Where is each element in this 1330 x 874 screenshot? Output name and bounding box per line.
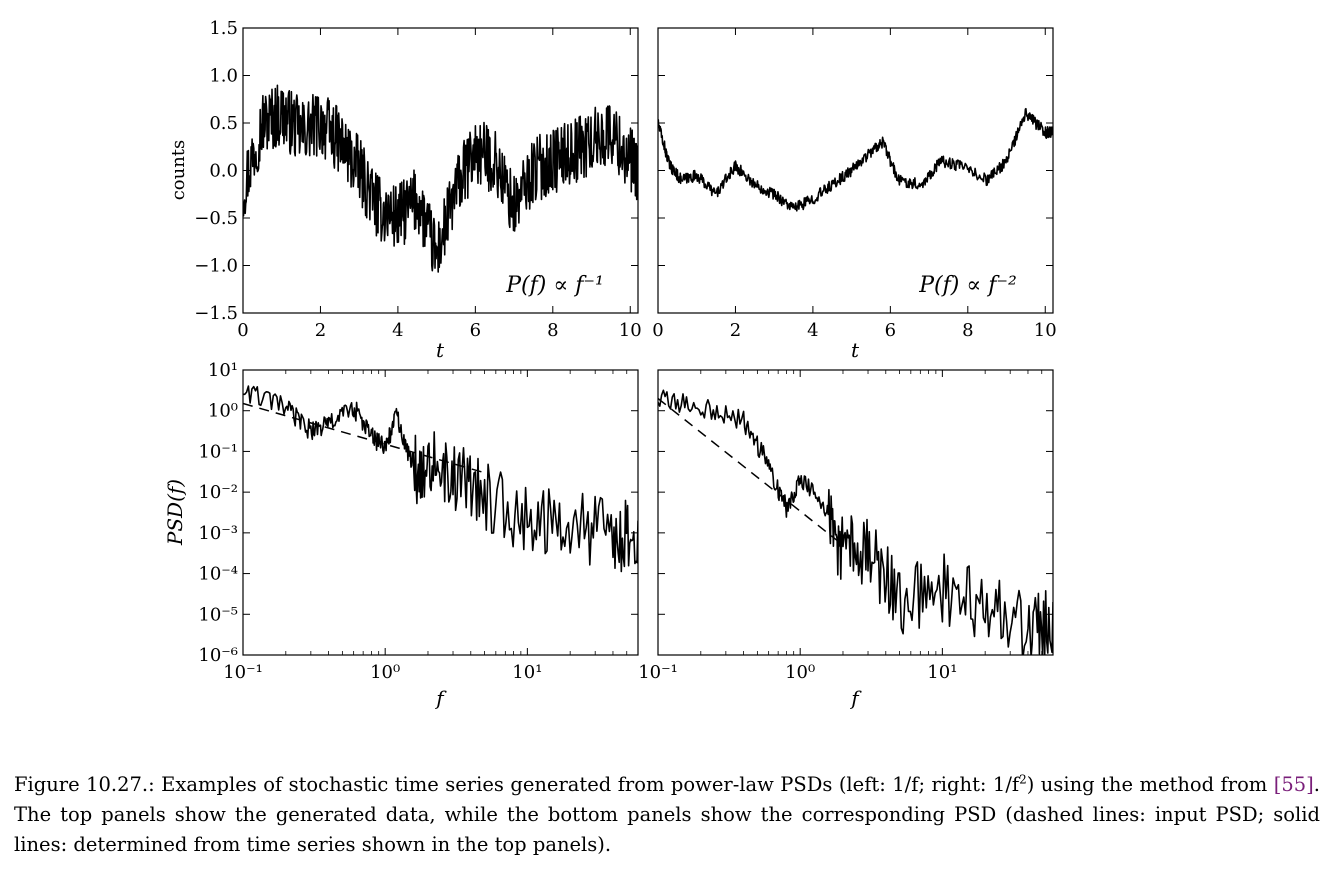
- psd-right-series-measured-solid: [658, 389, 1053, 655]
- ts-right-series-measured-solid: [658, 107, 1053, 212]
- ts-left-panel: 0 2 4 6 8 10 1.5 1.0 0.5 0.0 −0.5 −1.0 −1.5 P(f) ∝ f…: [168, 18, 642, 362]
- psd-right-series-input-psd-dashed: [658, 397, 844, 546]
- psd-left-xtick-label: 10¹: [512, 662, 542, 683]
- ts-left-xtick-label: 0: [237, 320, 248, 341]
- ts-right-xtick-label: 2: [730, 320, 741, 341]
- ts-right-xtick-label: 0: [652, 320, 663, 341]
- ts-left-annotation: P(f) ∝ f⁻¹: [505, 273, 604, 298]
- caption-text-3: . The top panels show the generated data…: [14, 773, 1320, 856]
- psd-left-ylabel: PSD(f): [163, 479, 187, 546]
- ts-left-xtick-label: 2: [315, 320, 326, 341]
- ts-left-ytick-label: 1.0: [209, 66, 238, 87]
- ts-left-xtick-label: 10: [619, 320, 642, 341]
- psd-right-xlabel: f: [849, 686, 862, 710]
- figure-panels: 0 2 4 6 8 10 1.5 1.0 0.5 0.0 −0.5 −1.0 −1.5 P(f) ∝ f…: [163, 18, 1057, 710]
- psd-left-xlabel: f: [434, 686, 447, 710]
- psd-right-xtick-label: 10⁰: [785, 662, 815, 683]
- ts-left-ytick-label: −1.5: [194, 303, 238, 324]
- ts-right-xtick-label: 10: [1034, 320, 1057, 341]
- caption-superscript: 2: [1019, 772, 1027, 787]
- ts-left-ytick-label: −1.0: [194, 256, 238, 277]
- psd-left-xtick-label: 10⁻¹: [223, 662, 263, 683]
- ts-right-xtick-label: 6: [885, 320, 896, 341]
- ts-right-panel: 0 2 4 6 8 10 P(f) ∝ f⁻² t: [652, 27, 1057, 362]
- psd-left-ytick-label: 10⁻⁵: [198, 604, 238, 625]
- psd-left-series-measured-solid: [243, 385, 638, 573]
- psd-left-xtick-label: 10⁰: [370, 662, 400, 683]
- ts-left-ytick-label: 0.5: [209, 113, 238, 134]
- psd-left-ytick-label: 10⁻¹: [198, 441, 238, 462]
- ts-left-series-measured-solid: [243, 84, 638, 273]
- psd-left-ytick-label: 10¹: [208, 360, 238, 381]
- psd-left-series-input-psd-dashed: [243, 402, 485, 474]
- psd-left-ytick-label: 10⁻³: [198, 523, 238, 544]
- psd-right-panel: 10⁻¹ 10⁰ 10¹ f: [638, 369, 1054, 710]
- ts-right-xlabel: t: [851, 338, 860, 362]
- psd-left-ytick-label: 10⁻⁴: [198, 564, 238, 585]
- psd-left-ytick-label: 10⁰: [208, 401, 238, 422]
- ts-left-ylabel: counts: [168, 140, 189, 201]
- ts-left-frame: [242, 27, 639, 314]
- psd-right-xtick-label: 10¹: [927, 662, 957, 683]
- psd-left-frame: [242, 369, 639, 656]
- ts-right-xtick-label: 8: [962, 320, 973, 341]
- ts-left-ytick-label: 1.5: [209, 18, 238, 39]
- caption-text-1: Examples of stochastic time series gener…: [154, 773, 1020, 796]
- ts-right-annotation: P(f) ∝ f⁻²: [918, 273, 1017, 298]
- psd-right-xtick-label: 10⁻¹: [638, 662, 678, 683]
- psd-left-ytick-label: 10⁻²: [198, 482, 238, 503]
- ts-left-xlabel: t: [436, 338, 445, 362]
- caption-reference-link[interactable]: [55]: [1273, 773, 1314, 796]
- ts-left-ytick-label: −0.5: [194, 208, 238, 229]
- ts-left-xtick-label: 6: [470, 320, 481, 341]
- caption-label: Figure 10.27.:: [14, 773, 155, 796]
- psd-right-frame: [657, 369, 1054, 656]
- ts-left-xtick-label: 4: [392, 320, 403, 341]
- psd-left-panel: 10⁻¹ 10⁰ 10¹ 10¹ 10⁰ 10⁻¹ 10⁻² 10⁻³ 10⁻⁴ 10⁻⁵ 10⁻⁶…: [163, 360, 639, 710]
- caption-text-2: ) using the method from: [1026, 773, 1274, 796]
- ts-left-ytick-label: 0.0: [209, 161, 238, 182]
- ts-left-xtick-label: 8: [547, 320, 558, 341]
- ts-right-xtick-label: 4: [807, 320, 818, 341]
- psd-left-ytick-label: 10⁻⁶: [198, 645, 238, 666]
- figure-caption: Figure 10.27.: Examples of stochastic ti…: [14, 770, 1320, 860]
